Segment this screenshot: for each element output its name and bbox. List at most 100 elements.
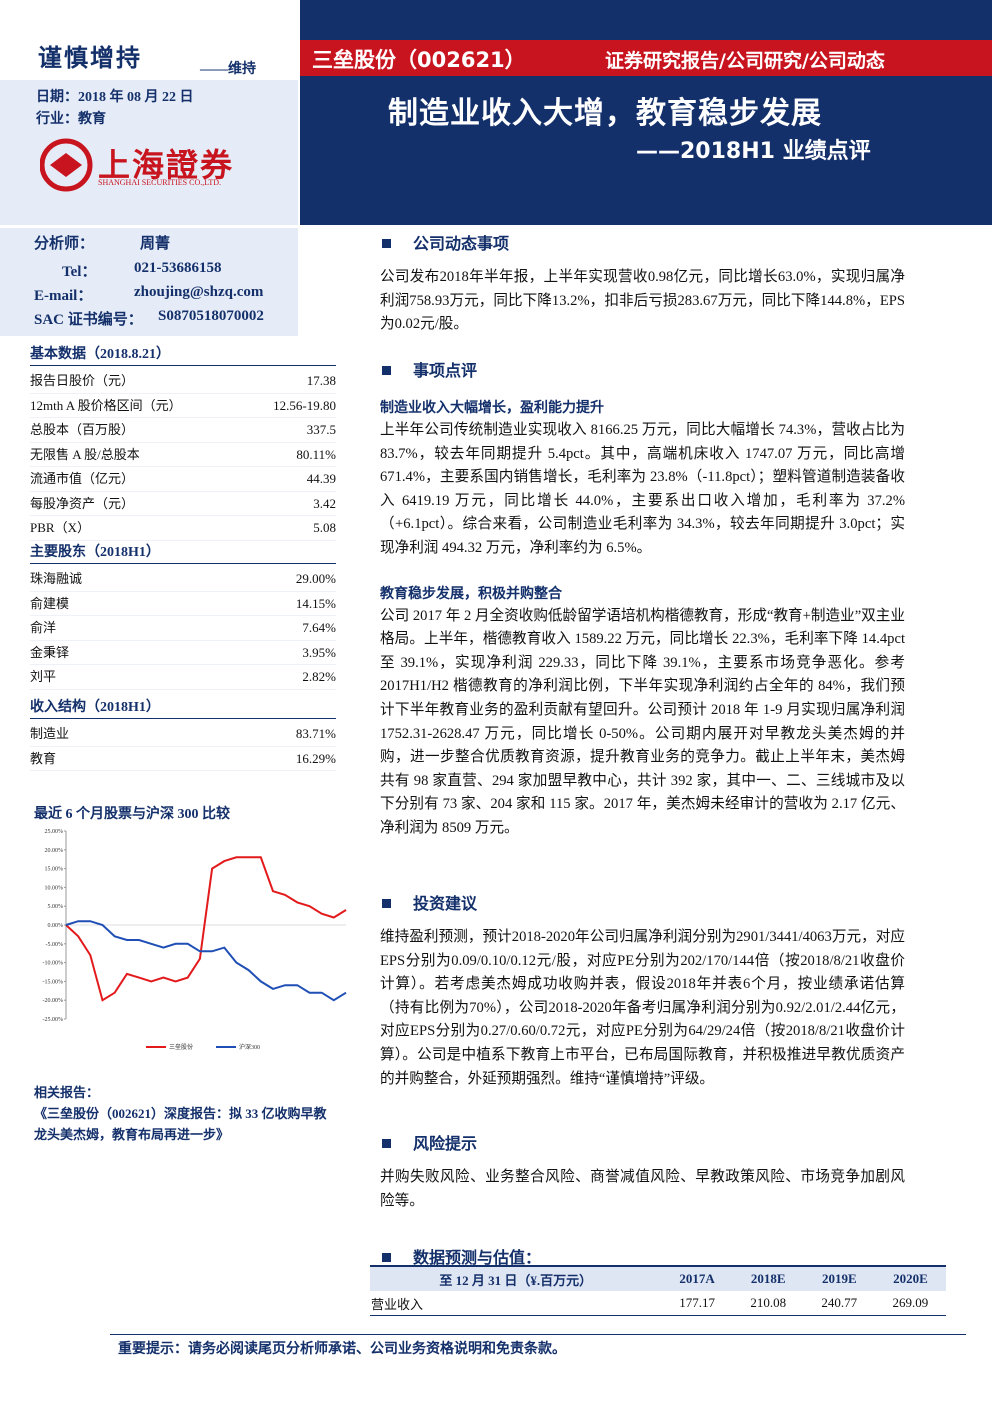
table-row: 营业收入 177.17 210.08 240.77 269.09: [370, 1291, 946, 1316]
side-value: 3.95%: [302, 644, 336, 660]
legend-label: 沪深300: [239, 1043, 260, 1051]
side-value: 2.82%: [302, 669, 336, 684]
analyst-value: S0870518070002: [158, 308, 264, 324]
subheading: 教育稳步发展，积极并购整合: [380, 585, 562, 602]
logo-icon: [40, 138, 93, 192]
y-tick-label: -25.00%: [43, 1017, 64, 1023]
y-tick-label: 5.00%: [48, 904, 64, 910]
paragraph: 公司 2017 年 2 月全资收购低龄留学语培机构楷德教育，形成“教育+制造业”…: [380, 607, 905, 836]
table-cell: 营业收入: [370, 1291, 662, 1316]
section: 事项点评 制造业收入大幅增长，盈利能力提升 上半年公司传统制造业实现收入 8166.…: [380, 357, 905, 841]
side-label: 俞建模: [30, 595, 70, 611]
side-label: 教育: [30, 750, 57, 766]
side-value: 83.71%: [295, 726, 336, 741]
forecast-heading-wrap: 数据预测与估值：: [380, 1244, 541, 1268]
chart-title: 最近 6 个月股票与沪深 300 比较: [34, 807, 230, 822]
side-title: 收入结构（2018H1）: [30, 696, 336, 719]
analyst-box: [0, 228, 298, 336]
side-value: 44.39: [306, 471, 336, 486]
side-row: 每股净资产（元） 3.42: [30, 492, 336, 516]
side-label: PBR（X）: [30, 520, 90, 535]
footer-rule: [110, 1334, 966, 1335]
rating: 谨慎增持: [38, 44, 142, 72]
side-value: 14.15%: [295, 595, 336, 611]
paragraph: 公司发布2018年半年报，上半年实现营收0.98亿元，同比增长63.0%，实现归…: [380, 269, 905, 333]
side-label: 刘平: [30, 669, 57, 684]
series-line: [65, 856, 347, 1002]
analyst-label: Tel：: [62, 264, 97, 280]
side-label: 金秉铎: [30, 644, 70, 660]
analyst-label: E-mail：: [34, 288, 93, 304]
side-row: 刘平 2.82%: [30, 665, 336, 690]
analyst-label: SAC 证书编号：: [34, 312, 143, 328]
company: 三垒股份（002621）: [312, 48, 526, 72]
subheading: 制造业收入大幅增长，盈利能力提升: [380, 400, 604, 416]
y-tick-label: 10.00%: [45, 885, 64, 891]
section-heading: 公司动态事项: [380, 230, 905, 254]
section-heading: 投资建议: [380, 890, 905, 914]
side-row: 金秉铎 3.95%: [30, 641, 336, 665]
side-label: 流通市值（亿元）: [30, 471, 135, 486]
side-row: 俞建模 14.15%: [30, 592, 336, 616]
section: 投资建议维持盈利预测，预计2018-2020年公司归属净利润分别为2901/34…: [380, 890, 905, 1091]
analyst-value: 周菁: [140, 236, 171, 252]
side-label: 制造业: [30, 726, 70, 741]
table-cell: 177.17: [661, 1291, 733, 1316]
side-value: 16.29%: [295, 750, 336, 766]
info-band: [0, 80, 298, 225]
logo-name: 上海證券: [98, 147, 235, 183]
y-tick-label: 20.00%: [45, 848, 64, 854]
analyst-label: 分析师：: [34, 236, 95, 252]
side-label: 无限售 A 股/总股本: [30, 446, 140, 462]
side-value: 5.08: [313, 520, 336, 535]
related-reports: 相关报告： 《三垒股份（002621）深度报告：拟 33 亿收购早教龙头美杰姆，教…: [34, 1082, 334, 1145]
side-row: 12mth A 股价格区间（元） 12.56-19.80: [30, 394, 336, 418]
section: 风险提示 并购失败风险、业务整合风险、商誉减值风险、早教政策风险、市场竞争加剧风险…: [380, 1130, 905, 1213]
analyst-value: zhoujing@shzq.com: [134, 284, 264, 300]
paragraph: 并购失败风险、业务整合风险、商誉减值风险、早教政策风险、市场竞争加剧风险等。: [380, 1169, 905, 1209]
comparison-chart: 25.00% 20.00% 15.00% 10.00% 5.00% 0.00% -5.00%…: [43, 829, 347, 1051]
side-row: 俞洋 7.64%: [30, 616, 336, 641]
side-row: 无限售 A 股/总股本 80.11%: [30, 443, 336, 467]
side-table: 基本数据（2018.8.21） 报告日股价（元） 17.38 12mth A 股价格区…: [30, 343, 336, 541]
side-value: 7.64%: [302, 620, 336, 635]
title: 制造业收入大增，教育稳步发展: [388, 96, 822, 131]
side-label: 12mth A 股价格区间（元）: [30, 397, 182, 413]
related-title: 相关报告：: [34, 1085, 100, 1100]
industry: 行业：教育: [36, 112, 106, 127]
table-cell: 269.09: [874, 1291, 946, 1316]
series-line: [65, 920, 347, 1002]
section: 公司动态事项公司发布2018年半年报，上半年实现营收0.98亿元，同比增长63.…: [380, 230, 905, 337]
side-title: 主要股东（2018H1）: [30, 541, 336, 564]
table-header: 至 12 月 31 日（¥.百万元） 2017A 2018E 2019E 2020E: [370, 1265, 946, 1291]
side-row: 总股本（百万股） 337.5: [30, 418, 336, 443]
side-row: PBR（X） 5.08: [30, 516, 336, 541]
side-row: 报告日股价（元） 17.38: [30, 369, 336, 394]
table-header-cell: 2019E: [803, 1265, 875, 1291]
side-value: 3.42: [313, 495, 336, 511]
y-tick-label: 0.00%: [48, 923, 64, 929]
y-tick-label: -5.00%: [46, 942, 64, 948]
table-header-cell: 2018E: [732, 1265, 804, 1291]
forecast-heading: 数据预测与估值：: [380, 1244, 541, 1268]
subtitle: ——2018H1 业绩点评: [636, 139, 871, 164]
header-band: [300, 40, 992, 76]
side-row: 教育 16.29%: [30, 747, 336, 771]
side-label: 珠海融诚: [30, 571, 83, 586]
side-row: 流通市值（亿元） 44.39: [30, 467, 336, 492]
y-tick-label: -10.00%: [43, 961, 64, 967]
y-tick-label: 15.00%: [45, 867, 64, 873]
footer: 重要提示：请务必阅读尾页分析师承诺、公司业务资格说明和免责条款。: [118, 1341, 566, 1357]
paragraph: 维持盈利预测，预计2018-2020年公司归属净利润分别为2901/3441/4…: [380, 929, 905, 1087]
related-item: 《三垒股份（002621）深度报告：拟 33 亿收购早教龙头美杰姆，教育布局再进…: [34, 1106, 327, 1142]
table-header-cell: 2017A: [661, 1265, 733, 1291]
side-table: 主要股东（2018H1） 珠海融诚 29.00% 俞建模 14.15% 俞洋 7.64% 金秉…: [30, 541, 336, 690]
forecast-table: 至 12 月 31 日（¥.百万元） 2017A 2018E 2019E 2020E 营业…: [370, 1265, 946, 1316]
logo-english: SHANGHAI SECURITIES CO.,LTD.: [98, 178, 222, 187]
y-tick-label: 25.00%: [45, 829, 64, 835]
header-panel: [300, 0, 992, 225]
y-tick-label: -20.00%: [43, 998, 64, 1004]
y-tick-label: -15.00%: [43, 979, 64, 985]
side-label: 报告日股价（元）: [30, 373, 135, 388]
